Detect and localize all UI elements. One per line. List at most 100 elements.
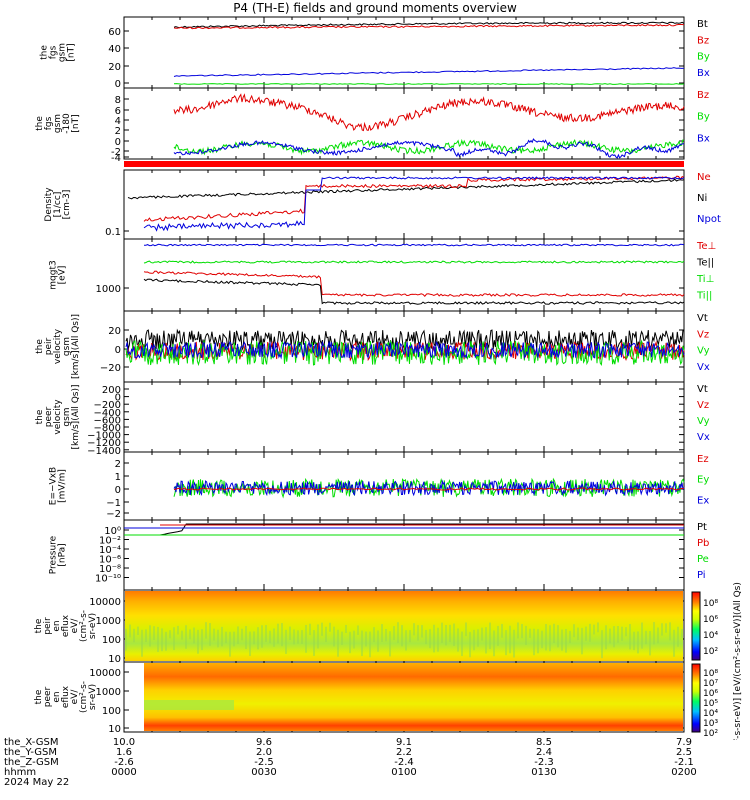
colorbar-tick: 10⁶ [703, 689, 718, 699]
spectrogram-streak [333, 626, 335, 647]
y-tick-label: −1 [106, 498, 121, 509]
legend-Bx: Bx [697, 133, 710, 144]
spectrogram-streak [385, 629, 387, 642]
spectrogram-streak [637, 631, 639, 654]
series-Ti-perp [143, 260, 685, 264]
y-axis-label: peir [44, 337, 54, 355]
y-tick-label: 0 [115, 79, 121, 90]
legend-Vx: Vx [697, 362, 710, 373]
y-tick-label: −800 [94, 423, 121, 434]
ephemeris-value: 9.6 [256, 737, 272, 748]
spectrogram-streak [177, 625, 179, 635]
spectrogram-streak [633, 631, 635, 651]
ephemeris-value: -2.4 [394, 757, 414, 768]
y-axis-label: [nT] [67, 43, 77, 61]
spectrogram-streak [425, 629, 427, 645]
ephemeris-value: 0000 [111, 767, 137, 778]
spectrogram-streak [617, 626, 619, 643]
ephemeris-label: the_X-GSM [4, 737, 59, 748]
y-tick-label: 1000 [96, 284, 121, 295]
spectrogram-streak [377, 630, 379, 652]
spectrogram-streak [241, 628, 243, 641]
y-tick-label: 10000 [89, 668, 121, 679]
spectrogram-streak [509, 625, 511, 654]
y-tick-label: -4 [111, 153, 121, 164]
y-axis-label: [cm-3] [62, 190, 72, 220]
spectrogram-streak [413, 623, 415, 636]
y-tick-label: 0.1 [105, 227, 121, 238]
spectrogram-streak [337, 629, 339, 657]
spectrogram-streak [429, 629, 431, 649]
series-Ex [173, 479, 685, 497]
spectrogram-peir [125, 591, 683, 661]
y-tick-label: 10⁻² [99, 536, 121, 547]
y-tick-label: 6 [115, 106, 121, 117]
ephemeris-value: 7.9 [676, 737, 692, 748]
y-axis-label: velocity [53, 328, 63, 364]
colorbar-tick: 10³ [703, 719, 718, 729]
colorbar-tick: 10⁷ [703, 679, 718, 689]
y-axis-label: peer [43, 686, 53, 707]
spectrogram-streak [301, 630, 303, 644]
spectrogram-streak [437, 627, 439, 652]
spectrogram-streak [145, 629, 147, 642]
legend-Bz: Bz [697, 35, 709, 46]
y-tick-label: 2 [115, 126, 121, 137]
panel-frame-peer_vel [123, 381, 685, 453]
ephemeris-value: -2.1 [674, 757, 694, 768]
spectrogram-streak [221, 626, 223, 647]
spectrogram-streak [137, 626, 139, 635]
spectrogram-streak [257, 627, 259, 650]
legend-By: By [697, 52, 710, 63]
ephemeris-value: 2.4 [536, 747, 552, 758]
legend-Ex: Ex [697, 495, 709, 506]
spectrogram-streak [129, 624, 131, 638]
legend-Vx: Vx [697, 432, 710, 443]
spectrogram-streak [317, 624, 319, 649]
y-tick-label: 1 [115, 472, 121, 483]
legend-Ne: Ne [697, 172, 711, 183]
legend-Te⊥: Te⊥ [696, 241, 716, 252]
ephemeris-value: -2.6 [114, 757, 134, 768]
y-axis-label: the [34, 689, 44, 704]
spectrogram-streak [673, 629, 675, 657]
spectrogram-streak [193, 627, 195, 644]
y-tick-label: 0 [115, 345, 121, 356]
legend-Vz: Vz [697, 400, 709, 411]
ephemeris-value: 0130 [531, 767, 557, 778]
series-Bz [173, 23, 685, 30]
spectrogram-streak [625, 627, 627, 637]
colorbar-tick: 10² [703, 729, 718, 739]
spectrogram-streak [533, 628, 535, 656]
ephemeris-value: 0100 [391, 767, 417, 778]
legend-Pt: Pt [697, 522, 707, 533]
series-Te-perp [144, 243, 685, 247]
y-tick-label: 0 [115, 393, 121, 404]
colorbar-tick: 10² [703, 647, 718, 657]
ephemeris-label: the_Y-GSM [4, 747, 58, 758]
y-axis-label: [km/s](All Qs)] [71, 384, 81, 449]
series-peir-Vx [125, 340, 685, 360]
spectrogram-streak [549, 625, 551, 652]
spectrogram-streak [225, 631, 227, 644]
spectrogram-streak [201, 629, 203, 651]
y-axis-label: sr-eV) [88, 684, 98, 710]
ephemeris-value: -2.5 [254, 757, 274, 768]
spectrogram-streak [273, 628, 275, 647]
spectrogram-streak [433, 624, 435, 653]
y-tick-label: 10 [108, 654, 121, 665]
spectrogram-streak [281, 623, 283, 647]
y-axis-label: Pressure [49, 535, 59, 574]
legend-Vy: Vy [697, 416, 710, 427]
spectrogram-streak [453, 623, 455, 646]
spectrogram-streak [629, 624, 631, 650]
y-axis-label: fgs [44, 116, 54, 130]
y-tick-label: −20 [100, 363, 121, 374]
spectrogram-streak [545, 624, 547, 651]
y-axis-label: peer [44, 406, 54, 427]
y-tick-label: 10 [108, 724, 121, 735]
y-tick-label: −400 [94, 408, 121, 419]
spectrogram-streak [389, 631, 391, 657]
ephemeris-value: -2.3 [534, 757, 554, 768]
spectrogram-streak [493, 630, 495, 657]
